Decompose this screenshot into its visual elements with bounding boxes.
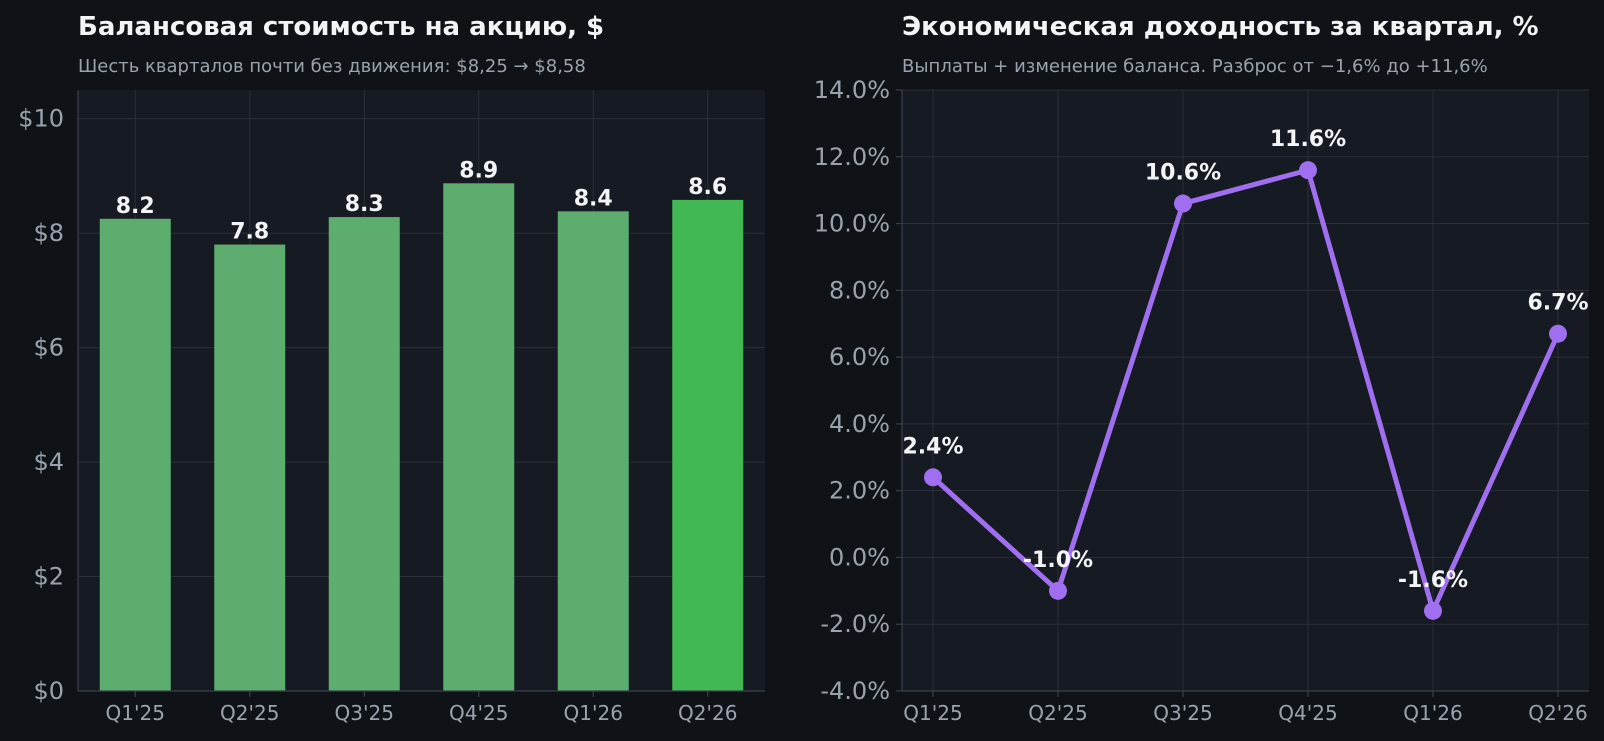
line-chart-title: Экономическая доходность за квартал, % bbox=[902, 12, 1539, 42]
bar-series bbox=[99, 183, 744, 692]
bar-value-label: 8.9 bbox=[459, 158, 498, 183]
line-point bbox=[1424, 601, 1442, 620]
bar bbox=[672, 199, 744, 691]
bar-y-axis-ticks: $0 $2 $4 $6 $8 $10 bbox=[18, 105, 64, 705]
line-x-tick-label: Q4'25 bbox=[1278, 701, 1337, 725]
bar-value-label: 8.2 bbox=[116, 194, 155, 219]
line-value-label: -1.0% bbox=[1023, 548, 1093, 573]
bar-x-tick-label: Q2'25 bbox=[220, 701, 279, 725]
line-y-tick-label: 8.0% bbox=[829, 276, 890, 304]
bar bbox=[99, 218, 171, 692]
bar-x-tick-label: Q1'26 bbox=[564, 701, 623, 725]
line-point bbox=[1299, 161, 1317, 180]
line-chart-panel: Экономическая доходность за квартал, % В… bbox=[814, 12, 1589, 725]
line-point bbox=[1174, 194, 1192, 213]
line-value-label: 10.6% bbox=[1145, 161, 1221, 186]
line-x-axis-ticks: Q1'25 Q2'25 Q3'25 Q4'25 Q1'26 Q2'26 bbox=[903, 691, 1588, 725]
bar-y-tick-label: $2 bbox=[33, 563, 64, 591]
line-y-tick-label: 0.0% bbox=[829, 543, 890, 571]
line-value-label: -1.6% bbox=[1398, 568, 1468, 593]
line-y-tick-label: 14.0% bbox=[814, 76, 890, 104]
line-y-tick-label: 10.0% bbox=[814, 210, 890, 238]
line-y-tick-label: 6.0% bbox=[829, 343, 890, 371]
line-x-tick-label: Q1'26 bbox=[1403, 701, 1462, 725]
bar-y-tick-label: $10 bbox=[18, 105, 64, 133]
line-value-label: 11.6% bbox=[1270, 127, 1346, 152]
line-point bbox=[1049, 581, 1067, 600]
bar bbox=[214, 244, 286, 692]
bar-x-axis-ticks: Q1'25 Q2'25 Q3'25 Q4'25 Q1'26 Q2'26 bbox=[106, 691, 737, 725]
bar-value-label: 8.4 bbox=[574, 186, 613, 211]
line-y-tick-label: 4.0% bbox=[829, 410, 890, 438]
line-value-label: 6.7% bbox=[1527, 291, 1588, 316]
line-plot-area bbox=[902, 90, 1589, 691]
line-point bbox=[1549, 324, 1567, 343]
line-y-tick-label: -2.0% bbox=[820, 610, 890, 638]
line-x-tick-label: Q2'25 bbox=[1028, 701, 1087, 725]
bar-x-tick-label: Q1'25 bbox=[106, 701, 165, 725]
line-points bbox=[924, 161, 1567, 620]
bar-value-label: 8.3 bbox=[345, 192, 384, 217]
bar-chart-title: Балансовая стоимость на акцию, $ bbox=[78, 12, 604, 42]
line-value-label: 2.4% bbox=[902, 434, 963, 459]
bar-y-tick-label: $8 bbox=[33, 219, 64, 247]
line-value-labels: 2.4% -1.0% 10.6% 11.6% -1.6% 6.7% bbox=[902, 127, 1588, 593]
bar-x-tick-label: Q4'25 bbox=[449, 701, 508, 725]
bar-x-tick-label: Q3'25 bbox=[335, 701, 394, 725]
bar-plot-area bbox=[78, 90, 765, 691]
line-y-axis-ticks: -4.0% -2.0% 0.0% 2.0% 4.0% 6.0% 8.0% 10.0% 12.0%… bbox=[814, 76, 902, 705]
line-y-tick-label: 12.0% bbox=[814, 143, 890, 171]
bar-chart-subtitle: Шесть кварталов почти без движения: $8,2… bbox=[78, 56, 586, 77]
bar-y-tick-label: $0 bbox=[33, 677, 64, 705]
line-series bbox=[931, 167, 1561, 614]
bar-value-labels: 8.2 7.8 8.3 8.9 8.4 8.6 bbox=[116, 158, 727, 244]
bar-value-label: 7.8 bbox=[230, 220, 269, 245]
bar-value-label: 8.6 bbox=[688, 175, 727, 200]
bar bbox=[328, 217, 400, 691]
line-x-tick-label: Q1'25 bbox=[903, 701, 962, 725]
bar-x-tick-label: Q2'26 bbox=[678, 701, 737, 725]
line-y-tick-label: 2.0% bbox=[829, 477, 890, 505]
line-point bbox=[924, 468, 942, 487]
line-x-tick-label: Q3'25 bbox=[1153, 701, 1212, 725]
line-chart-subtitle: Выплаты + изменение баланса. Разброс от … bbox=[902, 56, 1488, 77]
bar-chart-panel: Балансовая стоимость на акцию, $ Шесть к… bbox=[18, 12, 765, 725]
line-x-tick-label: Q2'26 bbox=[1528, 701, 1587, 725]
line-y-tick-label: -4.0% bbox=[820, 677, 890, 705]
bar bbox=[443, 183, 515, 691]
bar-y-tick-label: $4 bbox=[33, 448, 64, 476]
bar-y-tick-label: $6 bbox=[33, 334, 64, 362]
bar bbox=[557, 211, 629, 691]
